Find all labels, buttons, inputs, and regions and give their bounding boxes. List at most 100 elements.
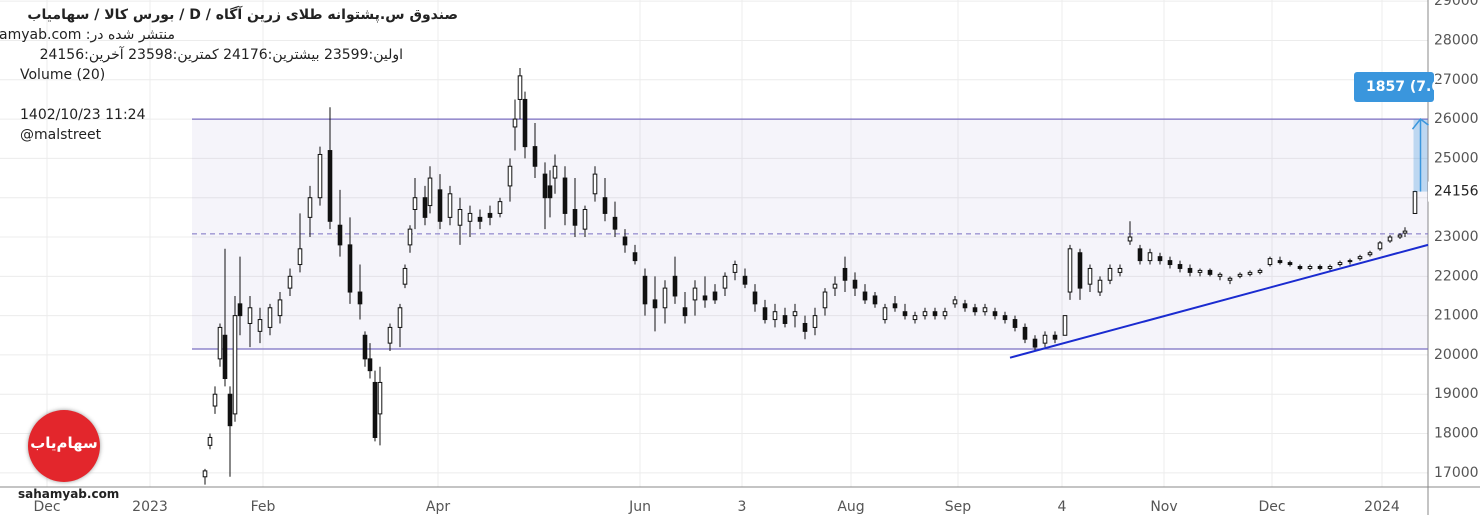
candle-body xyxy=(1157,256,1163,262)
y-tick-label: 21000 xyxy=(1434,308,1479,324)
candle-body xyxy=(457,209,463,226)
candle-body xyxy=(872,295,878,305)
candle-body xyxy=(952,299,958,305)
candle-body xyxy=(622,236,628,246)
candle-body xyxy=(552,165,558,179)
candle-body xyxy=(972,307,978,313)
candle-body xyxy=(222,334,228,380)
candle-body xyxy=(1052,334,1058,340)
candle-body xyxy=(672,275,678,297)
candle-body xyxy=(1217,273,1223,277)
candle-body xyxy=(1012,319,1018,328)
candle-body xyxy=(1067,248,1073,293)
candle-body xyxy=(1042,334,1048,344)
candle-body xyxy=(1377,242,1383,250)
y-tick-label: 19000 xyxy=(1434,386,1479,402)
candle-body xyxy=(427,177,433,207)
candle-body xyxy=(367,358,373,372)
y-tick-label: 29000 xyxy=(1434,0,1479,9)
range-box xyxy=(192,119,1428,350)
candle-body xyxy=(1387,236,1393,242)
candle-body xyxy=(517,75,523,100)
timestamp: 1402/10/23 11:24 xyxy=(20,107,146,123)
candle-body xyxy=(217,326,223,360)
candle-body xyxy=(307,197,313,218)
candle-body xyxy=(932,311,938,317)
candle-body xyxy=(377,381,383,415)
candle-body xyxy=(227,393,233,427)
candle-body xyxy=(1022,326,1028,340)
candle-body xyxy=(542,173,548,199)
x-tick-label: Jun xyxy=(628,499,651,515)
candle-body xyxy=(347,244,353,293)
measure-label-box xyxy=(1354,72,1434,102)
candle-body xyxy=(1402,230,1408,234)
candle-body xyxy=(1367,252,1373,256)
candle-body xyxy=(572,209,578,226)
candle-body xyxy=(642,275,648,305)
candle-body xyxy=(247,307,253,324)
published: منتشر شده در: sahamyab.com xyxy=(0,27,175,43)
y-tick-label: 20000 xyxy=(1434,347,1479,363)
candle-body xyxy=(362,334,368,360)
x-tick-label: 2023 xyxy=(132,499,168,515)
candle-body xyxy=(467,212,473,222)
x-tick-label: Apr xyxy=(426,499,450,515)
candle-body xyxy=(822,291,828,309)
candle-body xyxy=(632,252,638,262)
measure-label: 1857 (7.6 xyxy=(1366,79,1441,95)
candle-body xyxy=(912,315,918,321)
candle-body xyxy=(742,275,748,285)
candle-body xyxy=(1127,236,1133,242)
candle-body xyxy=(387,326,393,344)
measure-arrowhead xyxy=(1411,118,1429,130)
candle-body xyxy=(792,311,798,317)
candle-body xyxy=(1197,269,1203,273)
candle-body xyxy=(712,291,718,301)
candle-body xyxy=(1237,273,1243,277)
candle-body xyxy=(277,299,283,317)
candle-body xyxy=(1062,315,1068,336)
y-tick-label: 17000 xyxy=(1434,465,1479,481)
candle-body xyxy=(762,307,768,321)
candle-body xyxy=(1167,260,1173,266)
y-tick-label: 22000 xyxy=(1434,268,1479,284)
candle-body xyxy=(882,307,888,321)
candle-body xyxy=(212,393,218,407)
candle-body xyxy=(892,303,898,309)
candle-body xyxy=(982,307,988,313)
candle-body xyxy=(562,177,568,214)
y-tick-label: 28000 xyxy=(1434,32,1479,48)
chart-title: صندوق س.پشتوانه طلای زرین آگاه / D / بور… xyxy=(27,7,458,23)
candle-body xyxy=(317,153,323,199)
logo-text: سهام‌یاب xyxy=(30,434,98,452)
candle-body xyxy=(662,287,668,309)
candle-body xyxy=(1137,248,1143,262)
candle-body xyxy=(1412,191,1418,214)
candle-body xyxy=(407,228,413,246)
candle-body xyxy=(357,291,363,305)
candle-body xyxy=(852,279,858,289)
candle-body xyxy=(1107,267,1113,281)
x-tick-label: Aug xyxy=(837,499,864,515)
x-tick-label: 3 xyxy=(738,499,747,515)
candle-body xyxy=(732,264,738,273)
candle-body xyxy=(257,319,263,332)
candle-body xyxy=(1347,260,1353,263)
y-tick-label: 25000 xyxy=(1434,150,1479,166)
last-price-label: 24156 xyxy=(1434,184,1479,200)
candle-body xyxy=(842,267,848,281)
candle-body xyxy=(1187,267,1193,273)
volume-label: Volume (20) xyxy=(20,67,106,83)
candle-body xyxy=(237,303,243,317)
candle-body xyxy=(1002,315,1008,321)
candle-body xyxy=(602,197,608,214)
trend-line xyxy=(1009,243,1429,359)
candle-body xyxy=(447,193,453,218)
candle-body xyxy=(232,315,238,415)
candle-body xyxy=(512,118,518,128)
candle-body xyxy=(1117,267,1123,273)
y-tick-label: 27000 xyxy=(1434,72,1479,88)
candle-body xyxy=(547,185,553,199)
